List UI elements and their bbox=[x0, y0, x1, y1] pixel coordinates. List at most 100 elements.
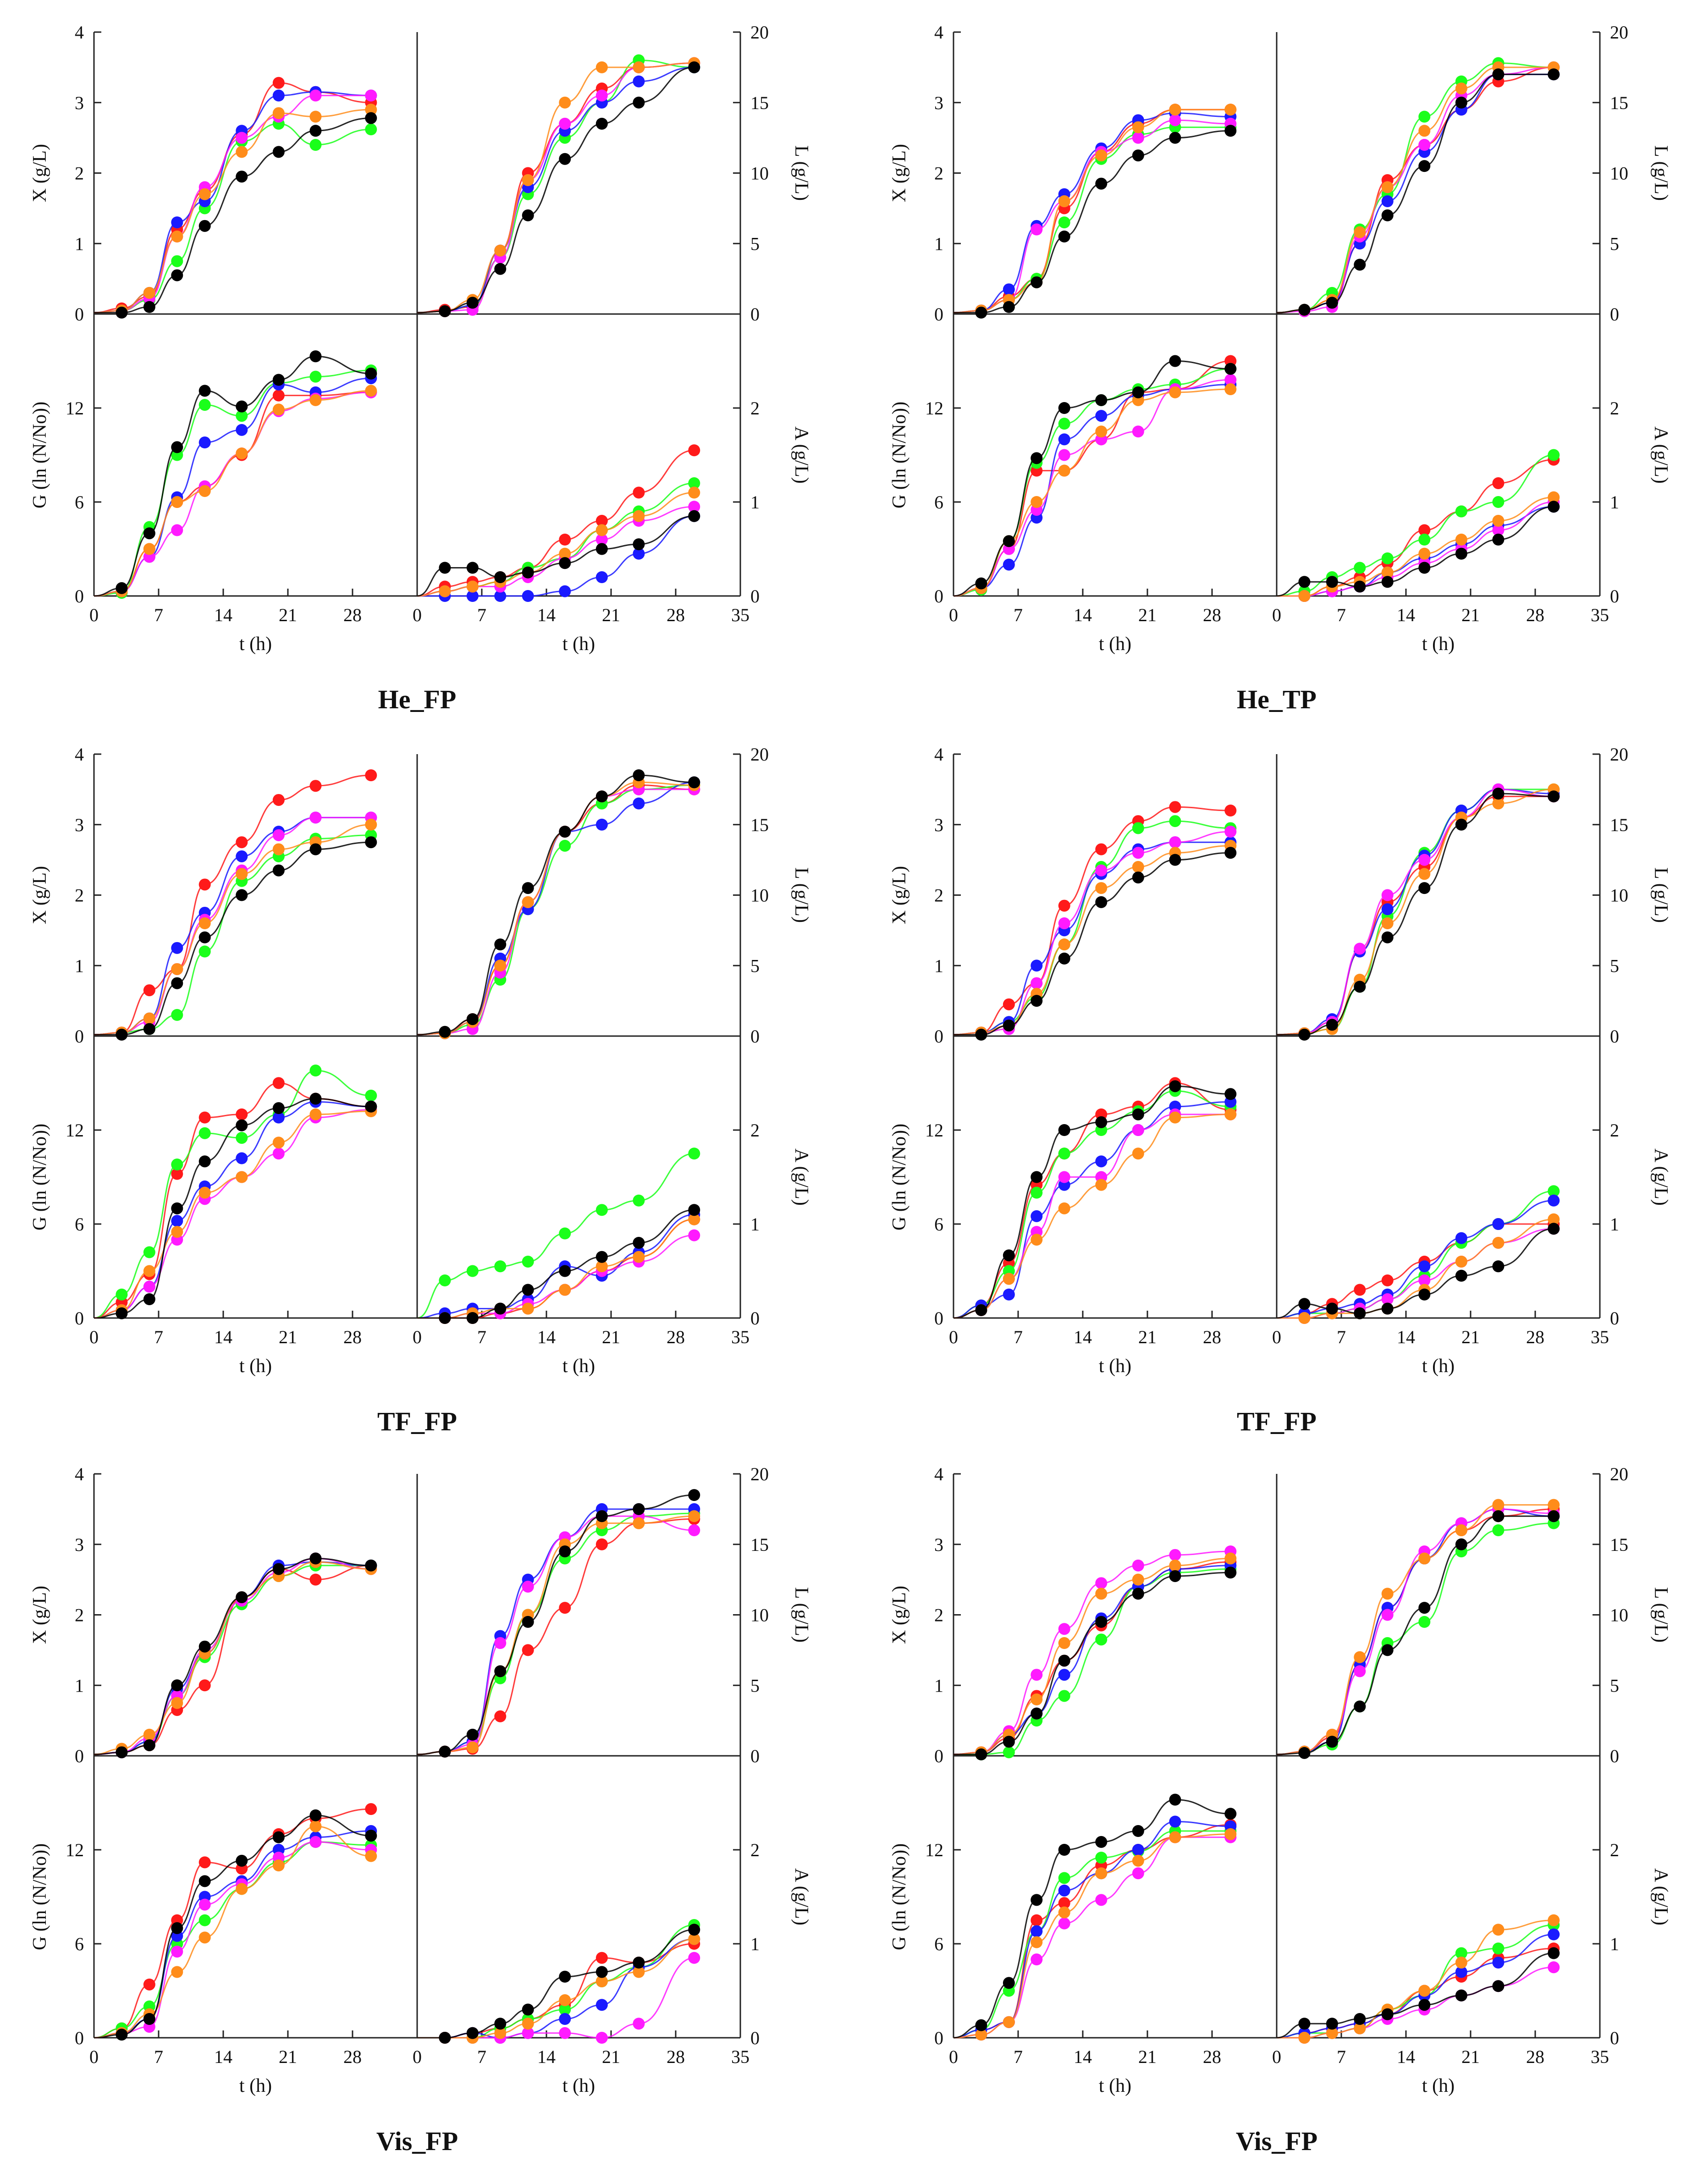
data-point-magenta bbox=[1418, 854, 1431, 866]
data-point-orange bbox=[466, 580, 479, 593]
data-point-black bbox=[171, 1679, 183, 1692]
series-line-orange bbox=[417, 1938, 694, 2039]
series-line-blue bbox=[417, 782, 694, 1036]
data-point-magenta bbox=[1132, 847, 1144, 859]
data-point-black bbox=[633, 538, 645, 551]
y-axis-label: L (g/L) bbox=[1650, 145, 1671, 201]
x-tick-label: 35 bbox=[731, 2046, 750, 2067]
data-point-orange bbox=[633, 1517, 645, 1529]
series-line-blue bbox=[953, 1565, 1231, 1755]
series-line-orange bbox=[953, 1833, 1231, 2039]
data-point-black bbox=[1548, 1510, 1560, 1522]
data-point-black bbox=[1326, 2018, 1338, 2030]
data-point-black bbox=[143, 527, 155, 540]
x-tick-label: 0 bbox=[949, 2046, 958, 2067]
x-axis-label: t (h) bbox=[1099, 1356, 1131, 1377]
data-point-green bbox=[1058, 1690, 1070, 1702]
data-point-green bbox=[1418, 1616, 1431, 1628]
y-axis-label: G (ln (N/No)) bbox=[889, 1843, 910, 1950]
data-point-orange bbox=[522, 896, 534, 908]
data-point-orange bbox=[1548, 1914, 1560, 1926]
data-point-green bbox=[1354, 562, 1366, 574]
data-point-black bbox=[1095, 1116, 1108, 1128]
y-tick-label: 0 bbox=[750, 586, 760, 607]
series-line-red bbox=[417, 62, 694, 314]
data-point-blue bbox=[272, 89, 285, 102]
data-point-black bbox=[272, 1563, 285, 1575]
data-point-green bbox=[1492, 1942, 1505, 1955]
data-point-magenta bbox=[1058, 1171, 1070, 1183]
y-tick-label: 10 bbox=[1610, 163, 1628, 184]
series-line-green bbox=[417, 784, 694, 1036]
data-point-green bbox=[559, 1227, 571, 1240]
data-point-magenta bbox=[1031, 977, 1043, 989]
data-point-green bbox=[236, 410, 248, 422]
y-tick-label: 2 bbox=[934, 163, 943, 184]
data-point-black bbox=[1326, 576, 1338, 588]
data-point-black bbox=[522, 209, 534, 221]
data-point-orange bbox=[1548, 491, 1560, 503]
y-axis-label: X (g/L) bbox=[29, 866, 50, 924]
data-point-black bbox=[688, 61, 700, 73]
x-tick-label: 7 bbox=[1337, 605, 1346, 625]
x-tick-label: 14 bbox=[1074, 605, 1092, 625]
data-point-black bbox=[1003, 1249, 1015, 1262]
y-axis-label: A (g/L) bbox=[791, 426, 812, 484]
series-line-orange bbox=[953, 109, 1231, 314]
data-point-black bbox=[272, 1102, 285, 1114]
data-point-red bbox=[198, 1679, 211, 1692]
series-line-green bbox=[1276, 1924, 1554, 2039]
y-tick-label: 4 bbox=[934, 1464, 943, 1484]
data-point-orange bbox=[1169, 386, 1181, 398]
data-point-blue bbox=[1132, 1844, 1144, 1856]
data-point-black bbox=[1418, 1288, 1431, 1301]
data-point-black bbox=[1095, 1616, 1108, 1628]
data-point-magenta bbox=[1418, 1274, 1431, 1286]
data-point-orange bbox=[559, 547, 571, 560]
data-point-black bbox=[1418, 562, 1431, 574]
y-tick-label: 3 bbox=[934, 815, 943, 835]
data-point-black bbox=[1455, 1989, 1467, 2002]
data-point-black bbox=[1058, 1844, 1070, 1856]
data-point-green bbox=[116, 1288, 128, 1301]
series-line-blue bbox=[417, 66, 694, 314]
data-point-green bbox=[309, 370, 322, 383]
data-point-blue bbox=[236, 1152, 248, 1164]
data-point-red bbox=[1381, 1274, 1394, 1286]
panel-title: He_FP bbox=[378, 684, 457, 714]
data-point-orange bbox=[236, 146, 248, 158]
y-tick-label: 12 bbox=[66, 398, 84, 419]
series-line-red bbox=[94, 774, 371, 1036]
data-point-red bbox=[236, 836, 248, 849]
data-point-black bbox=[1492, 534, 1505, 546]
data-point-orange bbox=[1169, 1831, 1181, 1843]
data-point-red bbox=[198, 1856, 211, 1869]
series-line-magenta bbox=[953, 831, 1231, 1036]
data-point-black bbox=[466, 297, 479, 309]
series-line-orange bbox=[417, 781, 694, 1036]
y-tick-label: 20 bbox=[750, 744, 769, 765]
series-line-magenta bbox=[94, 94, 371, 314]
data-point-black bbox=[466, 1312, 479, 1324]
data-point-black bbox=[494, 1302, 507, 1315]
x-tick-label: 0 bbox=[949, 605, 958, 625]
data-point-magenta bbox=[198, 1898, 211, 1911]
data-point-orange bbox=[1095, 882, 1108, 894]
data-point-black bbox=[466, 1013, 479, 1026]
data-point-black bbox=[116, 582, 128, 594]
data-point-black bbox=[365, 367, 377, 380]
data-point-magenta bbox=[1031, 223, 1043, 236]
y-tick-label: 20 bbox=[1610, 744, 1628, 765]
data-point-orange bbox=[143, 1265, 155, 1277]
data-point-green bbox=[171, 1158, 183, 1171]
x-tick-label: 21 bbox=[1138, 605, 1157, 625]
y-tick-label: 5 bbox=[1610, 1675, 1619, 1696]
data-point-magenta bbox=[236, 132, 248, 144]
data-point-black bbox=[1031, 1707, 1043, 1720]
series-line-blue bbox=[953, 841, 1231, 1036]
x-tick-label: 28 bbox=[1203, 605, 1221, 625]
data-point-black bbox=[309, 1552, 322, 1565]
data-point-black bbox=[1298, 1747, 1311, 1759]
data-point-orange bbox=[1326, 2027, 1338, 2039]
data-point-black bbox=[1455, 1269, 1467, 1282]
